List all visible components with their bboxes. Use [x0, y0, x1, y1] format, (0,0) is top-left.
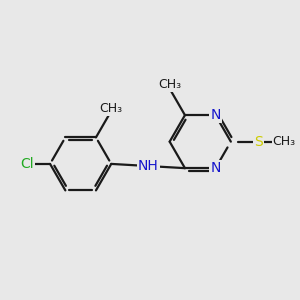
Text: CH₃: CH₃: [272, 135, 296, 148]
Text: CH₃: CH₃: [158, 78, 181, 91]
Text: NH: NH: [138, 159, 158, 173]
Text: CH₃: CH₃: [100, 102, 123, 115]
Text: N: N: [210, 108, 221, 122]
Text: N: N: [210, 161, 221, 175]
Text: S: S: [254, 135, 263, 149]
Text: Cl: Cl: [21, 157, 34, 171]
